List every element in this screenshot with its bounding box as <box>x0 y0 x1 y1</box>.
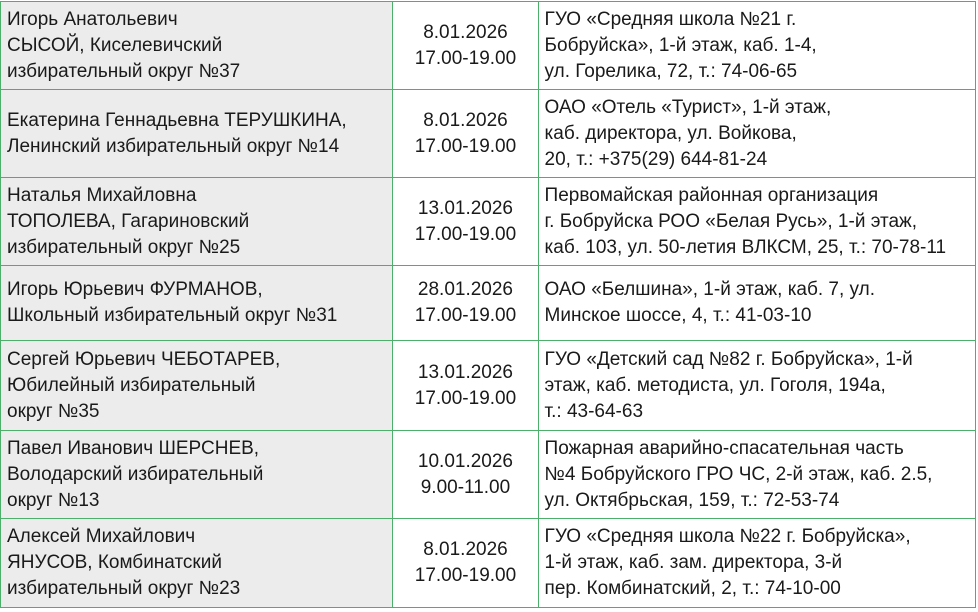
date-cell: 10.01.2026 9.00-11.00 <box>392 430 539 519</box>
place-cell: Пожарная аварийно-спасательная часть №4 Б… <box>537 430 977 519</box>
candidate-line: Игорь Юрьевич ФУРМАНОВ, <box>7 279 263 300</box>
candidate-line: Игорь Анатольевич <box>7 8 178 30</box>
place-cell: Первомайская районная организация г. Бобр… <box>537 177 977 266</box>
table-row: Сергей Юрьевич ЧЕБОТАРЕВ, Юбилейный избир… <box>0 340 977 431</box>
date-cell: 13.01.2026 17.00-19.00 <box>392 177 539 266</box>
candidate-line: СЫСОЙ, Киселевичский <box>7 34 223 56</box>
date-cell: 28.01.2026 17.00-19.00 <box>392 265 539 341</box>
candidate-cell: Наталья Михайловна ТОПОЛЕВА, Гагариновски… <box>0 177 394 266</box>
table-row: Игорь Юрьевич ФУРМАНОВ, Школьный избирате… <box>0 265 977 341</box>
place-line: Пожарная аварийно-спасательная часть <box>544 437 904 459</box>
candidate-cell: Игорь Юрьевич ФУРМАНОВ, Школьный избирате… <box>0 265 394 341</box>
reception-date: 8.01.2026 <box>423 109 508 131</box>
candidate-line: избирательный округ №25 <box>7 236 241 258</box>
place-cell: ОАО «Белшина», 1-й этаж, каб. 7, ул. Минс… <box>537 265 977 341</box>
place-line: каб. директора, ул. Войкова, <box>544 122 797 144</box>
place-line: ГУО «Средняя школа №22 г. Бобруйска», <box>544 526 911 547</box>
candidate-line: округ №35 <box>7 400 100 422</box>
date-cell: 8.01.2026 17.00-19.00 <box>392 518 539 608</box>
place-line: ул. Октябрьская, 159, т.: 72-53-74 <box>544 489 840 511</box>
date-cell: 13.01.2026 17.00-19.00 <box>392 340 539 431</box>
candidate-line: Ленинский избирательный округ №14 <box>7 135 340 157</box>
candidate-line: Наталья Михайловна <box>7 184 197 206</box>
table-row: Наталья Михайловна ТОПОЛЕВА, Гагариновски… <box>0 177 977 266</box>
place-line: ул. Горелика, 72, т.: 74-06-65 <box>544 60 798 82</box>
candidate-line: Алексей Михайлович <box>7 526 196 547</box>
table-row: Игорь Анатольевич СЫСОЙ, Киселевичский изб… <box>0 1 977 90</box>
reception-time: 17.00-19.00 <box>414 387 517 409</box>
place-cell: ГУО «Средняя школа №21 г. Бобруйска», 1-й… <box>537 1 977 90</box>
candidate-line: Сергей Юрьевич ЧЕБОТАРЕВ, <box>7 348 281 370</box>
reception-date: 8.01.2026 <box>423 539 508 560</box>
candidate-line: ТОПОЛЕВА, Гагариновский <box>7 210 250 232</box>
candidate-line: округ №13 <box>7 489 100 511</box>
table-row: Алексей Михайлович ЯНУСОВ, Комбинатский из… <box>0 518 977 608</box>
candidate-line: избирательный округ №37 <box>7 60 241 82</box>
place-line: ГУО «Средняя школа №21 г. <box>544 8 797 30</box>
candidate-cell: Алексей Михайлович ЯНУСОВ, Комбинатский из… <box>0 518 394 608</box>
place-line: пер. Комбинатский, 2, т.: 74-10-00 <box>544 578 841 599</box>
place-cell: ГУО «Детский сад №82 г. Бобруйска», 1-й э… <box>537 340 977 431</box>
candidate-line: Павел Иванович ШЕРСНЕВ, <box>7 437 260 459</box>
reception-time: 17.00-19.00 <box>414 223 517 245</box>
place-line: ОАО «Белшина», 1-й этаж, каб. 7, ул. <box>544 279 875 300</box>
candidate-line: Юбилейный избирательный <box>7 374 256 396</box>
reception-time: 17.00-19.00 <box>414 565 517 586</box>
candidate-cell: Екатерина Геннадьевна ТЕРУШКИНА, Ленински… <box>0 89 394 178</box>
reception-date: 8.01.2026 <box>423 21 508 43</box>
place-cell: ОАО «Отель «Турист», 1-й этаж, каб. дирек… <box>537 89 977 178</box>
candidate-cell: Сергей Юрьевич ЧЕБОТАРЕВ, Юбилейный избир… <box>0 340 394 431</box>
reception-time: 17.00-19.00 <box>414 135 517 157</box>
place-line: Бобруйска», 1-й этаж, каб. 1-4, <box>544 34 817 56</box>
place-line: 1-й этаж, каб. зам. директора, 3-й <box>544 552 843 573</box>
candidate-line: Екатерина Геннадьевна ТЕРУШКИНА, <box>7 109 347 131</box>
place-line: г. Бобруйска РОО «Белая Русь», 1-й этаж, <box>544 210 918 232</box>
candidate-line: Школьный избирательный округ №31 <box>7 305 338 326</box>
place-line: №4 Бобруйского ГРО ЧС, 2-й этаж, каб. 2.… <box>544 463 933 485</box>
place-line: Первомайская районная организация <box>544 184 879 206</box>
date-cell: 8.01.2026 17.00-19.00 <box>392 1 539 90</box>
table-row: Павел Иванович ШЕРСНЕВ, Володарский избир… <box>0 430 977 519</box>
candidate-line: Володарский избирательный <box>7 463 264 485</box>
candidate-line: избирательный округ №23 <box>7 578 241 599</box>
reception-date: 13.01.2026 <box>417 197 513 219</box>
reception-time: 17.00-19.00 <box>414 47 517 69</box>
candidate-cell: Игорь Анатольевич СЫСОЙ, Киселевичский изб… <box>0 1 394 90</box>
place-line: ГУО «Детский сад №82 г. Бобруйска», 1-й <box>544 348 913 370</box>
candidate-line: ЯНУСОВ, Комбинатский <box>7 552 222 573</box>
place-line: ОАО «Отель «Турист», 1-й этаж, <box>544 96 832 118</box>
place-line: 20, т.: +375(29) 644-81-24 <box>544 148 768 170</box>
place-line: этаж, каб. методиста, ул. Гоголя, 194а, <box>544 374 886 396</box>
place-line: т.: 43-64-63 <box>544 400 644 422</box>
reception-date: 10.01.2026 <box>417 450 513 472</box>
reception-time: 17.00-19.00 <box>414 305 517 326</box>
place-cell: ГУО «Средняя школа №22 г. Бобруйска», 1-й… <box>537 518 977 608</box>
reception-date: 13.01.2026 <box>417 361 513 383</box>
place-line: каб. 103, ул. 50-летия ВЛКСМ, 25, т.: 70… <box>544 236 947 258</box>
place-line: Минское шоссе, 4, т.: 41-03-10 <box>544 305 812 326</box>
table-row: Екатерина Геннадьевна ТЕРУШКИНА, Ленински… <box>0 89 977 178</box>
candidate-cell: Павел Иванович ШЕРСНЕВ, Володарский избир… <box>0 430 394 519</box>
date-cell: 8.01.2026 17.00-19.00 <box>392 89 539 178</box>
reception-time: 9.00-11.00 <box>420 476 511 498</box>
reception-date: 28.01.2026 <box>417 279 513 300</box>
